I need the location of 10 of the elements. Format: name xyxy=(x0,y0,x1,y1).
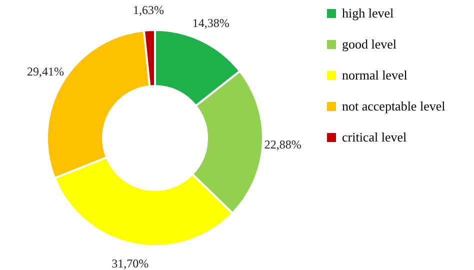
legend-label: critical level xyxy=(342,130,407,144)
data-label: 31,70% xyxy=(112,256,149,270)
data-label: 29,41% xyxy=(27,64,64,79)
data-label: 22,88% xyxy=(264,138,302,152)
legend-label: normal level xyxy=(342,68,408,82)
legend-label: not acceptable level xyxy=(342,98,446,114)
legend-label: good level xyxy=(342,36,397,52)
legend-label: high level xyxy=(342,6,394,20)
data-label: 1,63% xyxy=(132,3,164,18)
data-label: 14,38% xyxy=(192,16,230,30)
